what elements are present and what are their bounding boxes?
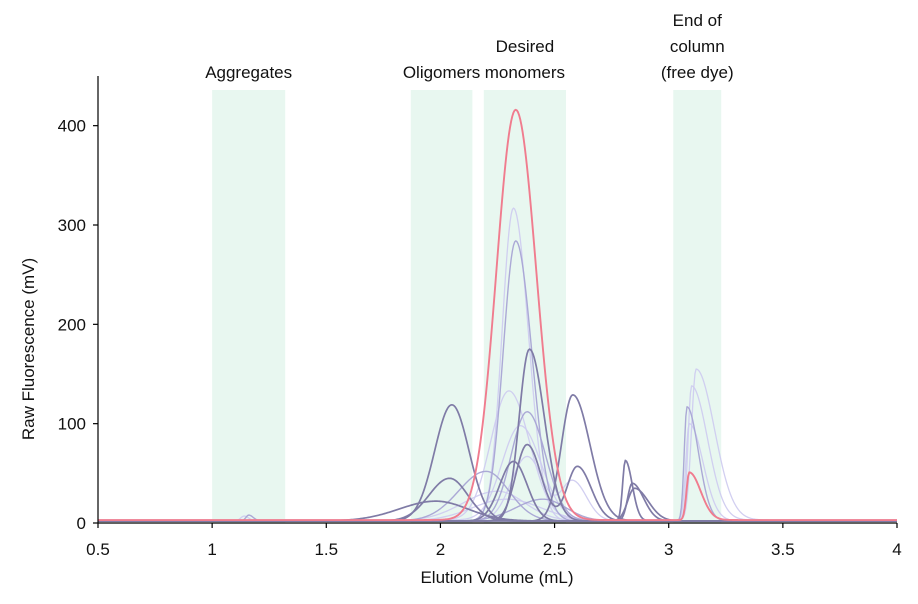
axis-ticks: 0.5 1 1.5 2 2.5 3 3.5 4 0 100 200 300 400: [58, 117, 902, 559]
chart-series: [98, 108, 897, 522]
x-tick-label-0: 0.5: [86, 540, 110, 559]
region-labels: Aggregates Oligomers Desired monomers End of…: [205, 11, 733, 82]
region-band-2: [483, 90, 566, 523]
region-band-3: [673, 90, 722, 523]
region-label-1: Oligomers: [403, 63, 480, 82]
y-tick-label-2: 200: [58, 315, 86, 334]
region-band-1: [410, 90, 473, 523]
x-tick-label-4: 2.5: [543, 540, 567, 559]
y-tick-label-0: 0: [77, 514, 86, 533]
chart-axes: [97, 76, 897, 524]
y-tick-label-1: 100: [58, 415, 86, 434]
x-tick-label-7: 4: [892, 540, 901, 559]
y-axis-title: Raw Fluorescence (mV): [19, 258, 38, 440]
x-axis-title: Elution Volume (mL): [420, 568, 573, 587]
x-tick-label-3: 2: [436, 540, 445, 559]
x-tick-label-6: 3.5: [771, 540, 795, 559]
series-line-0: [98, 108, 897, 521]
y-tick-label-3: 300: [58, 216, 86, 235]
region-label-2: Desired monomers: [485, 37, 565, 82]
region-band-0: [212, 90, 286, 523]
x-tick-label-1: 1: [207, 540, 216, 559]
highlight-regions: [212, 90, 722, 523]
x-tick-label-5: 3: [664, 540, 673, 559]
x-tick-label-2: 1.5: [314, 540, 338, 559]
region-label-3: End of column (free dye): [661, 11, 734, 82]
series-line-7: [98, 460, 897, 522]
y-tick-label-4: 400: [58, 117, 86, 136]
region-label-0: Aggregates: [205, 63, 292, 82]
